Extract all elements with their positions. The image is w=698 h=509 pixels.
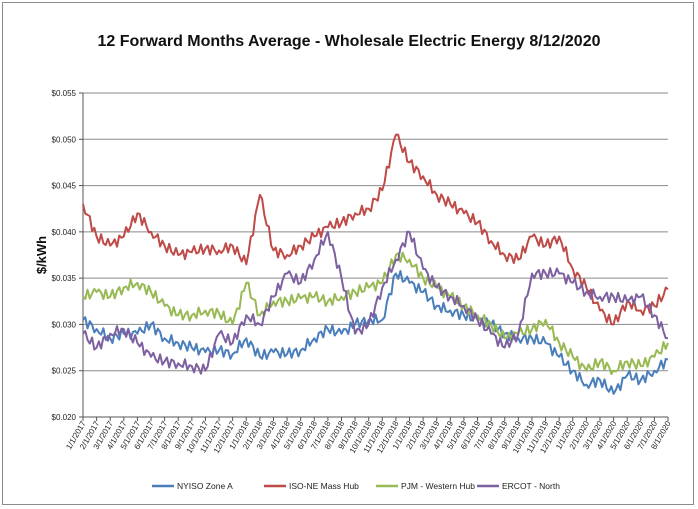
series-lines [82,133,669,395]
series-line [82,270,669,395]
y-tick-label: $0.030 [52,320,77,329]
x-axis-ticks: 1/1/20172/1/20173/1/20174/1/20175/1/2017… [64,417,673,455]
legend-label: ISO-NE Mass Hub [289,481,359,491]
chart-frame [2,2,694,505]
y-tick-label: $0.020 [52,413,77,422]
y-tick-label: $0.040 [52,228,77,237]
series-line [82,230,669,375]
series-line [82,133,669,326]
legend: NYISO Zone A ISO-NE Mass Hub PJM - Western… [152,481,560,491]
series-line [82,251,669,375]
chart-title: 12 Forward Months Average - Wholesale El… [97,33,601,50]
axes [82,93,668,418]
y-tick-label: $0.045 [52,182,77,191]
y-tick-label: $0.025 [52,367,77,376]
y-tick-label: $0.035 [52,274,77,283]
y-tick-label: $0.055 [52,89,77,98]
y-tick-label: $0.050 [52,135,77,144]
y-axis-label: $/kWh [34,236,49,274]
legend-label: PJM - Western Hub [401,481,475,491]
y-axis-ticks: $0.020 $0.025 $0.030 $0.035 $0.040 $0.045 $0.0… [52,89,83,422]
legend-label: ERCOT - North [502,481,560,491]
gridlines [83,92,668,372]
legend-label: NYISO Zone A [177,481,233,491]
